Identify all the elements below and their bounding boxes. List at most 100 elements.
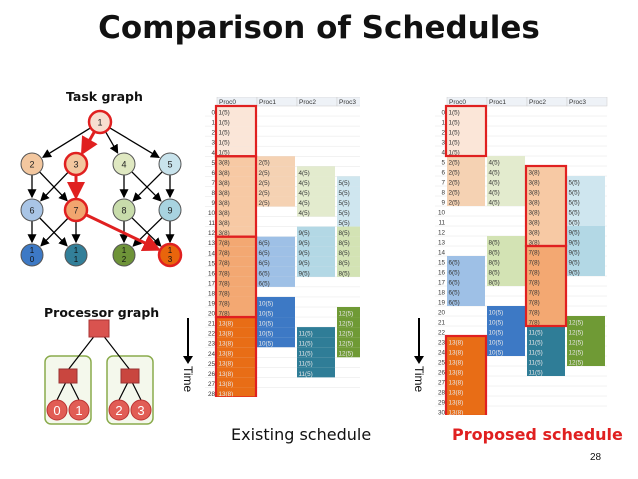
existing-cell: [257, 196, 295, 207]
proposed-cell-text: 11(5): [529, 349, 543, 356]
existing-cell: [297, 236, 335, 247]
proposed-row-index: 19: [438, 300, 446, 307]
processor-graph-label: Processor graph: [44, 305, 160, 320]
existing-cell-text: 10(5): [259, 300, 274, 307]
task-node-label: 5: [167, 160, 172, 170]
existing-cell: [217, 296, 255, 307]
existing-cell-text: 11(5): [299, 331, 313, 338]
existing-cell: [217, 266, 255, 277]
existing-cell: [217, 377, 255, 388]
proposed-cell-text: 6(5): [449, 259, 460, 266]
processor-node-0: [46, 399, 68, 421]
existing-cell-text: 4(5): [299, 200, 310, 207]
task-node-1: [87, 109, 113, 135]
proposed-cell: [447, 146, 485, 156]
existing-cell-text: 3(8): [219, 190, 230, 197]
task-node-12: [112, 243, 136, 267]
proposed-row-index: 2: [441, 130, 445, 137]
proposed-row-index: 7: [441, 180, 445, 187]
proposed-row-index: 24: [438, 350, 446, 357]
proposed-row-index: 3: [441, 140, 445, 147]
switch-left: [58, 368, 78, 384]
existing-cell-text: 2(5): [259, 190, 270, 197]
existing-cell: [297, 266, 335, 277]
proposed-cell-text: 10(5): [489, 319, 504, 326]
proposed-row-index: 22: [438, 330, 446, 337]
proposed-cell: [447, 166, 485, 176]
existing-row-index: 25: [208, 361, 216, 368]
proposed-cell: [527, 196, 565, 206]
existing-cell: [217, 176, 255, 187]
existing-cell: [217, 387, 255, 397]
existing-row-index: 0: [211, 110, 215, 117]
existing-row-index: 11: [208, 220, 215, 227]
proposed-cell-text: 6(5): [449, 279, 460, 286]
proposed-cell: [567, 256, 605, 266]
existing-cell-text: 10(5): [259, 341, 274, 348]
existing-cell-text: 2(5): [259, 160, 270, 167]
existing-cell: [297, 206, 335, 217]
existing-header-cell: [336, 97, 360, 107]
proposed-cell: [487, 276, 525, 286]
proposed-cell-text: 12(5): [569, 319, 584, 326]
existing-row-index: 19: [208, 301, 216, 308]
slide-title: Comparison of Schedules: [98, 10, 540, 46]
proposed-critical-task-highlight: [444, 334, 488, 415]
existing-cell: [337, 256, 360, 267]
proposed-cell-text: 1(5): [449, 139, 460, 146]
proposed-cell: [527, 346, 565, 356]
proposed-cell-text: 12(5): [569, 339, 584, 346]
proposed-cell-text: 9(5): [569, 259, 580, 266]
proposed-cell-text: 13(8): [449, 339, 464, 346]
existing-row-index: 10: [208, 210, 216, 217]
task-node-5: [158, 152, 182, 176]
proposed-cell: [487, 316, 525, 326]
task-edge: [132, 217, 163, 247]
existing-cell-text: 9(5): [299, 230, 310, 237]
task-edge: [41, 127, 91, 158]
existing-cell: [297, 246, 335, 257]
existing-cell: [217, 337, 255, 348]
proposed-cell: [567, 336, 605, 346]
proposed-cell: [567, 326, 605, 336]
proposed-cell: [527, 176, 565, 186]
proposed-cell: [447, 186, 485, 196]
proposed-cell-text: 3(8): [529, 209, 540, 216]
proposed-header-proc3: Proc3: [569, 99, 586, 106]
existing-cell: [217, 327, 255, 338]
existing-cell: [217, 126, 255, 137]
proposed-cell: [487, 166, 525, 176]
existing-cell: [257, 337, 295, 348]
existing-cell-text: 7(8): [219, 250, 230, 257]
proposed-cell: [527, 326, 565, 336]
existing-cell-text: 6(5): [259, 270, 270, 277]
existing-row-index: 6: [211, 170, 215, 177]
existing-cell: [297, 256, 335, 267]
task-node-8: [112, 198, 136, 222]
proposed-cell-text: 1(5): [449, 119, 460, 126]
proposed-row-index: 25: [438, 360, 446, 367]
existing-cell-text: 4(5): [299, 170, 310, 177]
proposed-cell: [487, 186, 525, 196]
task-edge: [39, 171, 68, 202]
proposed-cell-text: 6(5): [449, 269, 460, 276]
proposed-cell: [447, 386, 485, 396]
existing-header-proc2: Proc2: [299, 99, 316, 106]
critical-path-edge: [85, 213, 161, 252]
proposed-cell: [447, 336, 485, 346]
proposed-cell: [487, 196, 525, 206]
proposed-cell: [527, 206, 565, 216]
existing-cell: [217, 367, 255, 378]
existing-cell: [297, 327, 335, 338]
task-node-6: [20, 198, 44, 222]
task-node-label: 6: [29, 206, 34, 216]
proposed-cell: [567, 226, 605, 236]
proposed-cell: [527, 236, 565, 246]
proposed-row-index: 21: [438, 320, 446, 327]
existing-header-proc3: Proc3: [339, 99, 356, 106]
proposed-cell-text: 10(5): [489, 339, 504, 346]
existing-cell-text: 11(5): [299, 351, 313, 358]
proposed-cell-text: 8(5): [489, 269, 500, 276]
proposed-cell: [487, 236, 525, 246]
